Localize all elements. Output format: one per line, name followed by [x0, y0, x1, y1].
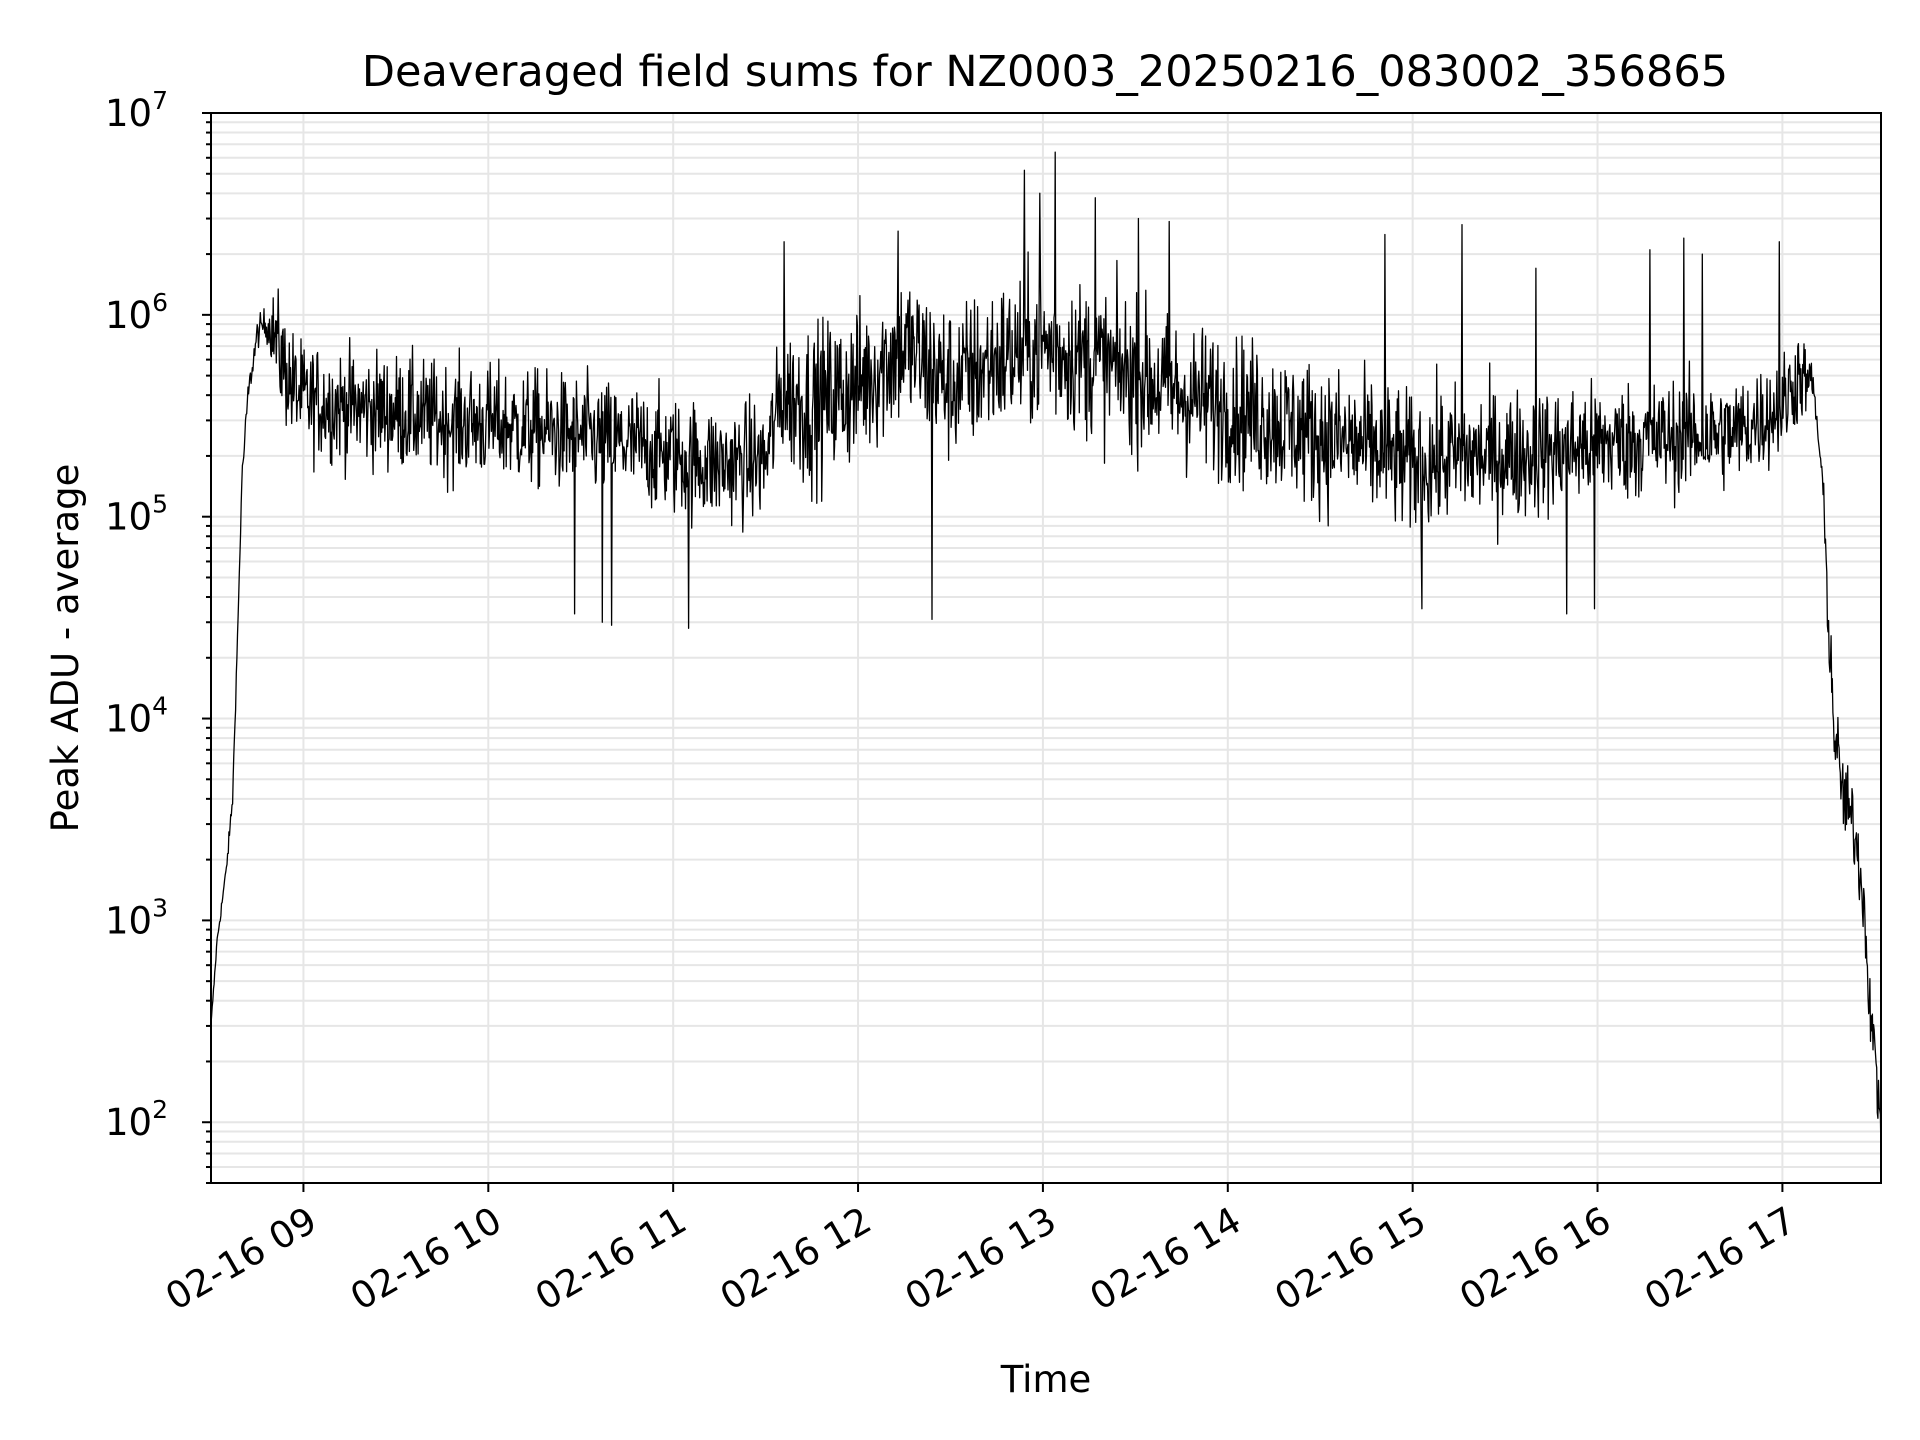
chart-title: Deaveraged field sums for NZ0003_2025021…	[362, 47, 1728, 97]
plot-area	[210, 151, 1882, 1159]
y-tick-label: 103	[105, 893, 168, 942]
y-tick-label: 105	[105, 490, 168, 539]
series-line	[210, 151, 1882, 1159]
y-tick-label: 107	[105, 86, 168, 135]
y-tick-label: 106	[105, 288, 168, 337]
grid	[211, 112, 1881, 1184]
y-axis: 102 103 104 105 106 107	[105, 86, 211, 1184]
y-tick-label: 102	[105, 1095, 168, 1144]
y-tick-label: 104	[105, 692, 168, 741]
y-axis-label: Peak ADU - average	[44, 464, 87, 833]
x-axis-label: Time	[1000, 1358, 1092, 1401]
plot-frame	[210, 112, 1882, 1184]
